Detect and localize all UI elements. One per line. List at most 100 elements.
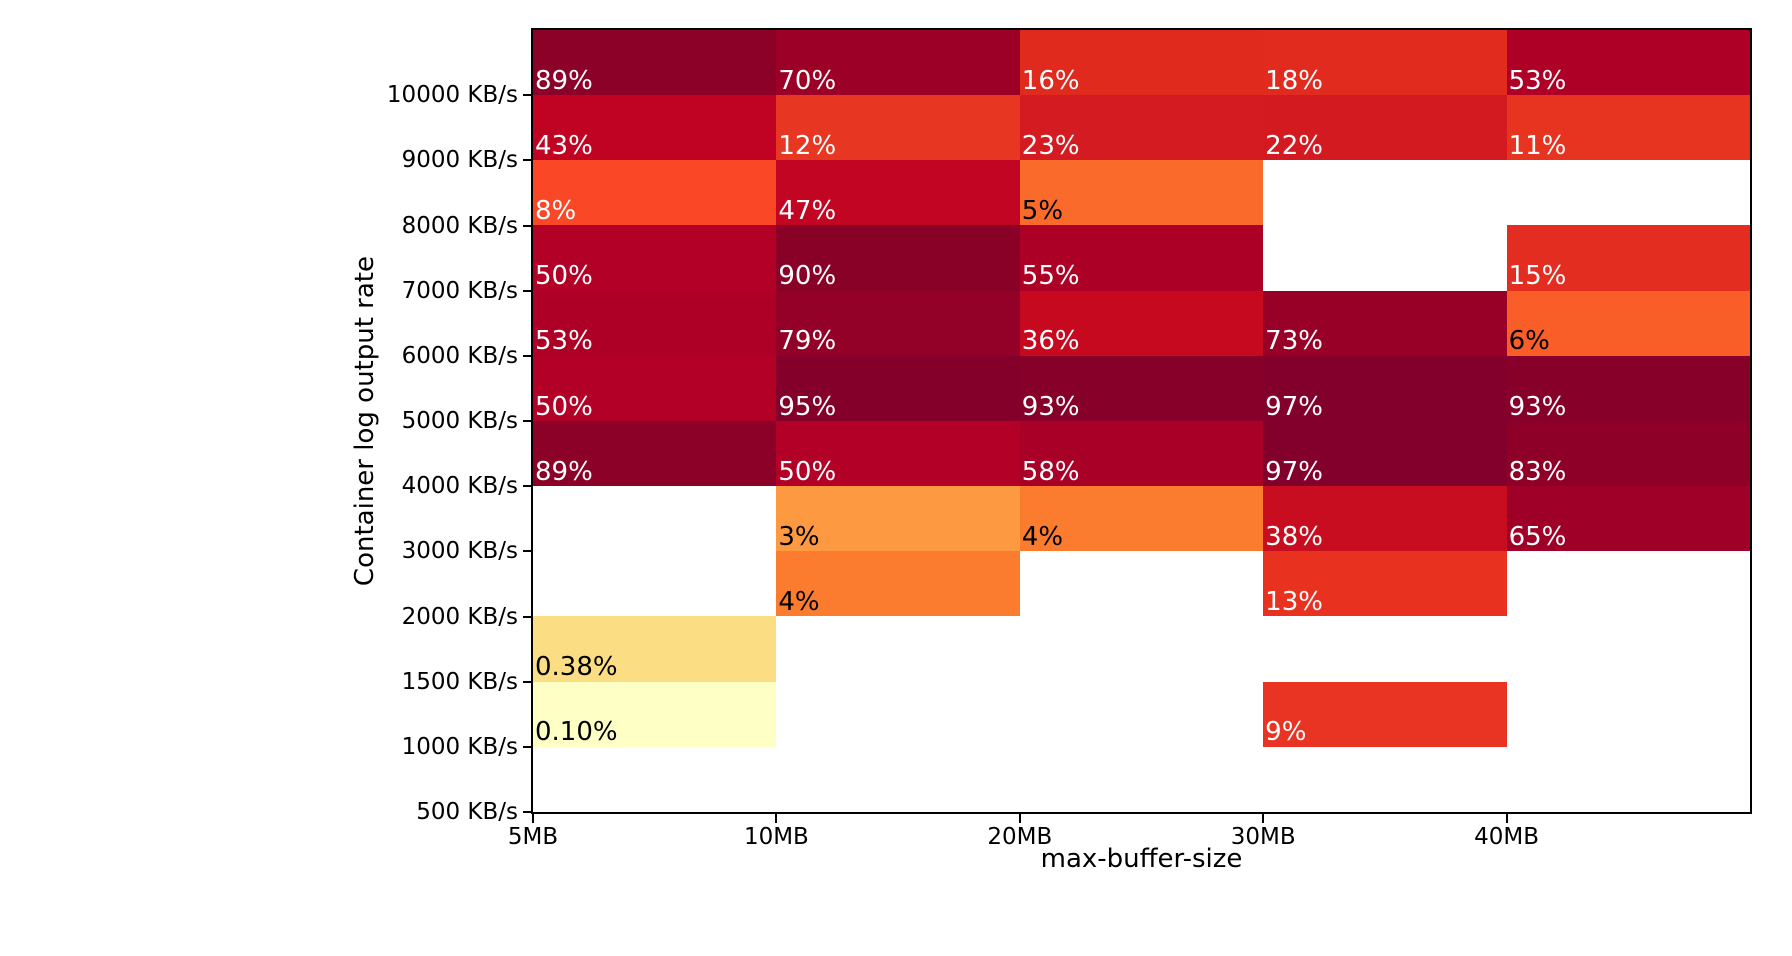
heatmap-cell: 18% bbox=[1263, 30, 1507, 96]
x-tick-label: 40MB bbox=[1474, 824, 1540, 850]
cell-value-label: 97% bbox=[1265, 391, 1323, 422]
heatmap-cell bbox=[1506, 551, 1750, 617]
heatmap-cell: 11% bbox=[1506, 95, 1750, 162]
cell-value-label: 73% bbox=[1265, 326, 1323, 357]
y-tick-mark bbox=[523, 550, 532, 553]
y-tick-label: 1500 KB/s bbox=[401, 668, 518, 695]
cell-value-label: 0.10% bbox=[535, 717, 618, 748]
x-tick-mark bbox=[1505, 814, 1508, 823]
heatmap-cell: 4% bbox=[1019, 486, 1264, 552]
cell-value-label: 97% bbox=[1265, 456, 1323, 487]
heatmap-cell: 70% bbox=[776, 30, 1020, 96]
cell-value-label: 79% bbox=[778, 326, 837, 357]
cell-value-label: 83% bbox=[1508, 456, 1567, 487]
heatmap-cell bbox=[1019, 681, 1264, 747]
heatmap-cell bbox=[776, 681, 1020, 747]
y-tick-label: 9000 KB/s bbox=[401, 147, 518, 174]
cell-value-label: 12% bbox=[778, 131, 837, 162]
heatmap-cell: 43% bbox=[533, 95, 777, 161]
x-tick-label: 20MB bbox=[987, 824, 1053, 850]
heatmap-cell: 50% bbox=[533, 225, 777, 292]
cell-value-label: 89% bbox=[535, 65, 593, 96]
heatmap-cell: 23% bbox=[1019, 95, 1264, 162]
heatmap-cell: 58% bbox=[1019, 420, 1264, 487]
x-axis-title: max-buffer-size bbox=[1040, 844, 1243, 874]
x-tick-label: 10MB bbox=[743, 824, 809, 850]
heatmap-cell: 65% bbox=[1506, 486, 1750, 552]
cell-value-label: 50% bbox=[535, 261, 593, 292]
cell-value-label: 23% bbox=[1021, 131, 1080, 162]
heatmap-cell: 4% bbox=[776, 551, 1020, 618]
y-tick-mark bbox=[523, 680, 532, 683]
y-tick-label: 4000 KB/s bbox=[401, 473, 518, 500]
heatmap-cell: 50% bbox=[776, 420, 1020, 487]
heatmap-cell bbox=[533, 486, 777, 552]
y-tick-label: 500 KB/s bbox=[416, 799, 518, 825]
heatmap-cell: 36% bbox=[1019, 290, 1264, 357]
cell-value-label: 89% bbox=[535, 456, 593, 487]
x-tick-mark bbox=[1018, 814, 1021, 823]
heatmap-cell: 89% bbox=[533, 420, 777, 487]
x-tick-label: 30MB bbox=[1230, 824, 1296, 850]
y-tick-mark bbox=[523, 354, 532, 357]
cell-value-label: 93% bbox=[1508, 391, 1567, 422]
heatmap-cell: 0.10% bbox=[533, 681, 777, 748]
cell-value-label: 8% bbox=[535, 196, 577, 227]
heatmap-cell: 0.38% bbox=[533, 616, 777, 682]
y-tick-mark bbox=[523, 745, 532, 748]
heatmap-cell: 53% bbox=[1506, 30, 1750, 96]
cell-value-label: 53% bbox=[535, 326, 593, 357]
y-tick-label: 5000 KB/s bbox=[401, 408, 518, 434]
heatmap-cell: 50% bbox=[533, 355, 777, 422]
cell-value-label: 22% bbox=[1265, 131, 1323, 162]
cell-value-label: 47% bbox=[778, 196, 837, 227]
heatmap-cell: 13% bbox=[1263, 551, 1507, 617]
cell-value-label: 5% bbox=[1021, 196, 1064, 227]
cell-value-label: 53% bbox=[1508, 65, 1567, 96]
heatmap-cell: 79% bbox=[776, 290, 1020, 357]
cell-value-label: 65% bbox=[1508, 521, 1567, 552]
cell-value-label: 4% bbox=[778, 587, 820, 618]
cell-value-label: 15% bbox=[1508, 261, 1567, 292]
heatmap-cell bbox=[533, 746, 777, 812]
heatmap-cell bbox=[776, 746, 1020, 812]
cell-value-label: 6% bbox=[1508, 326, 1550, 357]
heatmap-cell bbox=[1263, 746, 1507, 812]
heatmap-cell: 47% bbox=[776, 160, 1020, 227]
heatmap-cell bbox=[1019, 746, 1264, 812]
cell-value-label: 9% bbox=[1265, 717, 1307, 748]
cell-value-label: 50% bbox=[535, 391, 593, 422]
cell-value-label: 95% bbox=[778, 391, 837, 422]
heatmap-cell: 15% bbox=[1506, 225, 1750, 292]
x-tick-label: 5MB bbox=[507, 824, 559, 850]
heatmap-cell: 53% bbox=[533, 290, 777, 357]
cell-value-label: 3% bbox=[778, 521, 820, 552]
y-tick-label: 1000 KB/s bbox=[401, 733, 518, 760]
plot-area: 89% 70% 16% 18% 53% 43% 12% 23% 22% 11% 8% 47% 5% 50%… bbox=[533, 30, 1750, 812]
cell-value-label: 16% bbox=[1021, 65, 1080, 96]
y-tick-label: 10000 KB/s bbox=[386, 82, 518, 109]
cell-value-label: 70% bbox=[778, 65, 837, 96]
y-tick-label: 8000 KB/s bbox=[401, 212, 518, 239]
heatmap-cell: 22% bbox=[1263, 95, 1507, 162]
heatmap-cell: 93% bbox=[1019, 355, 1264, 421]
cell-value-label: 50% bbox=[778, 456, 837, 487]
x-tick-mark bbox=[532, 814, 534, 823]
cell-value-label: 11% bbox=[1508, 131, 1567, 162]
heatmap-cell: 95% bbox=[776, 355, 1020, 422]
y-tick-mark bbox=[523, 420, 532, 422]
heatmap-cell bbox=[776, 616, 1020, 682]
y-tick-label: 2000 KB/s bbox=[401, 603, 518, 630]
heatmap-cell: 38% bbox=[1263, 486, 1507, 552]
heatmap-cell bbox=[1019, 551, 1264, 617]
heatmap-cell bbox=[1263, 225, 1507, 291]
heatmap-cell: 16% bbox=[1019, 30, 1264, 96]
heatmap-cell: 8% bbox=[533, 160, 777, 227]
y-tick-mark bbox=[523, 224, 532, 227]
heatmap-cell: 93% bbox=[1506, 355, 1750, 422]
heatmap-cell: 90% bbox=[776, 225, 1020, 291]
heatmap-cell: 3% bbox=[776, 486, 1020, 552]
y-tick-mark bbox=[523, 159, 532, 162]
cell-value-label: 36% bbox=[1021, 326, 1080, 357]
